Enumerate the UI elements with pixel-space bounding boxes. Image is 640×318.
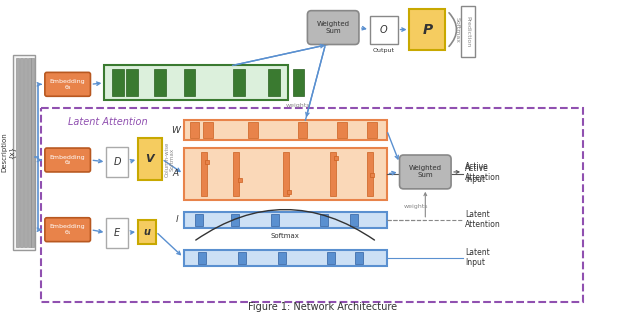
FancyBboxPatch shape xyxy=(154,69,166,96)
FancyBboxPatch shape xyxy=(138,138,162,180)
FancyBboxPatch shape xyxy=(45,218,90,242)
FancyBboxPatch shape xyxy=(198,252,206,264)
FancyBboxPatch shape xyxy=(233,69,245,96)
FancyBboxPatch shape xyxy=(184,148,387,200)
Text: Embedding
θ₃: Embedding θ₃ xyxy=(50,79,86,90)
FancyBboxPatch shape xyxy=(20,59,22,247)
FancyBboxPatch shape xyxy=(104,66,287,100)
Text: Active
Attention: Active Attention xyxy=(465,162,500,182)
FancyBboxPatch shape xyxy=(189,122,200,138)
Text: W: W xyxy=(172,126,180,135)
Text: P: P xyxy=(422,23,433,37)
FancyBboxPatch shape xyxy=(45,73,90,96)
Text: l: l xyxy=(175,215,178,224)
Text: u: u xyxy=(143,227,150,237)
FancyBboxPatch shape xyxy=(184,250,387,266)
FancyBboxPatch shape xyxy=(278,252,285,264)
Text: Column-wise
Softmax: Column-wise Softmax xyxy=(164,141,175,177)
Text: Active
Input: Active Input xyxy=(465,164,489,183)
FancyBboxPatch shape xyxy=(184,212,387,228)
Text: Figure 1: Network Architecture: Figure 1: Network Architecture xyxy=(248,302,397,312)
FancyBboxPatch shape xyxy=(238,252,246,264)
FancyBboxPatch shape xyxy=(292,69,305,96)
FancyBboxPatch shape xyxy=(195,214,204,226)
Text: Weighted
Sum: Weighted Sum xyxy=(409,165,442,178)
FancyBboxPatch shape xyxy=(367,152,373,196)
FancyBboxPatch shape xyxy=(355,252,363,264)
FancyBboxPatch shape xyxy=(370,16,397,44)
FancyBboxPatch shape xyxy=(45,148,90,172)
Text: E: E xyxy=(114,228,120,238)
FancyBboxPatch shape xyxy=(202,152,207,196)
Text: Embedding
θ₁: Embedding θ₁ xyxy=(50,224,86,235)
FancyBboxPatch shape xyxy=(13,55,35,250)
Text: Weighted
Sum: Weighted Sum xyxy=(317,21,349,34)
FancyBboxPatch shape xyxy=(248,122,258,138)
FancyBboxPatch shape xyxy=(231,214,239,226)
FancyBboxPatch shape xyxy=(233,152,239,196)
FancyBboxPatch shape xyxy=(327,252,335,264)
FancyBboxPatch shape xyxy=(283,152,289,196)
FancyBboxPatch shape xyxy=(337,122,347,138)
FancyBboxPatch shape xyxy=(112,69,124,96)
FancyBboxPatch shape xyxy=(320,214,328,226)
FancyBboxPatch shape xyxy=(126,69,138,96)
Text: A: A xyxy=(173,169,179,178)
FancyBboxPatch shape xyxy=(334,156,338,160)
FancyBboxPatch shape xyxy=(106,147,128,177)
Text: weights: weights xyxy=(404,204,429,209)
Text: Latent
Input: Latent Input xyxy=(465,248,490,267)
FancyBboxPatch shape xyxy=(28,59,31,247)
Text: Output: Output xyxy=(372,48,395,53)
FancyBboxPatch shape xyxy=(307,10,359,45)
Text: Embedding
θ₂: Embedding θ₂ xyxy=(50,155,86,165)
Text: Softmax: Softmax xyxy=(454,17,460,43)
FancyBboxPatch shape xyxy=(271,214,278,226)
Text: Latent
Attention: Latent Attention xyxy=(465,210,500,229)
FancyBboxPatch shape xyxy=(350,214,358,226)
FancyBboxPatch shape xyxy=(410,9,445,51)
Text: O: O xyxy=(380,24,387,35)
FancyBboxPatch shape xyxy=(287,190,291,194)
Text: D: D xyxy=(113,157,121,167)
FancyBboxPatch shape xyxy=(367,122,377,138)
Text: weights: weights xyxy=(285,103,310,108)
FancyBboxPatch shape xyxy=(106,218,128,248)
FancyBboxPatch shape xyxy=(330,152,336,196)
FancyBboxPatch shape xyxy=(204,122,213,138)
FancyBboxPatch shape xyxy=(370,173,374,177)
FancyBboxPatch shape xyxy=(238,178,242,182)
FancyBboxPatch shape xyxy=(24,59,26,247)
FancyBboxPatch shape xyxy=(298,122,307,138)
Text: Description
{x}: Description {x} xyxy=(1,133,15,172)
FancyBboxPatch shape xyxy=(399,155,451,189)
FancyBboxPatch shape xyxy=(268,69,280,96)
FancyBboxPatch shape xyxy=(184,69,195,96)
Text: V: V xyxy=(145,154,154,164)
FancyBboxPatch shape xyxy=(31,59,35,247)
FancyBboxPatch shape xyxy=(461,6,475,58)
FancyBboxPatch shape xyxy=(138,220,156,244)
Text: Latent Attention: Latent Attention xyxy=(68,117,148,127)
FancyBboxPatch shape xyxy=(15,59,19,247)
FancyBboxPatch shape xyxy=(205,160,209,164)
Text: Prediction: Prediction xyxy=(465,16,470,47)
FancyBboxPatch shape xyxy=(184,120,387,140)
Text: Softmax: Softmax xyxy=(271,233,300,239)
